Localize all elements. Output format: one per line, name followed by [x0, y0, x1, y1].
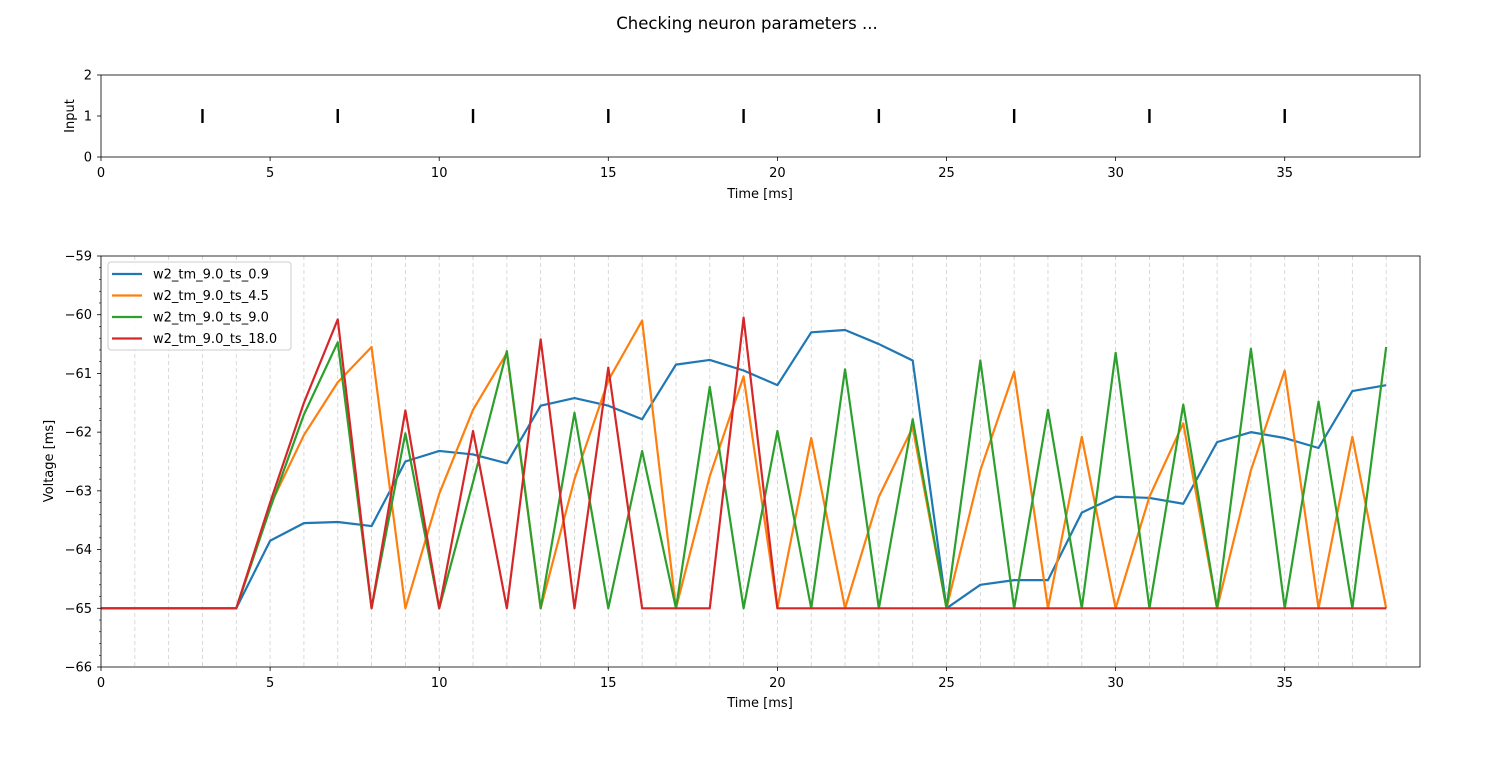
x-tick-label: 30 — [1107, 676, 1124, 691]
x-tick-label: 15 — [600, 166, 617, 181]
voltage-ylabel: Voltage [ms] — [42, 420, 57, 502]
series-line-1 — [101, 328, 1387, 610]
series-line-3 — [101, 341, 1388, 610]
x-tick-label: 35 — [1276, 676, 1293, 691]
axes-frame — [100, 255, 1421, 668]
y-tick-label: −61 — [65, 367, 92, 382]
x-tick-label: 5 — [266, 166, 274, 181]
x-tick-label: 25 — [938, 676, 955, 691]
y-tick-label: 2 — [84, 69, 92, 84]
input-xlabel: Time [ms] — [726, 187, 793, 202]
legend-label-3: w2_tm_9.0_ts_9.0 — [153, 311, 269, 326]
voltage-axes: 0 5 10 15 20 25 30 35 −66 −65 −64 −63 −62 −61 −60 −59 — [65, 250, 1421, 691]
voltage-xlabel: Time [ms] — [726, 696, 793, 711]
legend-label-4: w2_tm_9.0_ts_18.0 — [153, 332, 277, 347]
x-tick-label: 15 — [600, 676, 617, 691]
x-tick-label: 25 — [938, 166, 955, 181]
input-ylabel: Input — [63, 99, 78, 133]
legend-label-1: w2_tm_9.0_ts_0.9 — [153, 268, 269, 283]
y-tick-label: −63 — [65, 484, 92, 499]
x-tick-label: 20 — [769, 676, 786, 691]
x-tick-label: 35 — [1276, 166, 1293, 181]
legend-frame — [107, 261, 292, 351]
y-tick-label: −65 — [65, 602, 92, 617]
x-tick-label: 20 — [769, 166, 786, 181]
figure-title: Checking neuron parameters ... — [616, 14, 878, 33]
x-tick-label: 0 — [97, 166, 105, 181]
y-tick-label: −62 — [65, 426, 92, 441]
x-tick-label: 5 — [266, 676, 274, 691]
series-line-2 — [101, 319, 1388, 610]
series-line-4 — [101, 316, 1387, 610]
x-tick-label: 30 — [1107, 166, 1124, 181]
y-tick-label: −64 — [65, 543, 92, 558]
legend-label-2: w2_tm_9.0_ts_4.5 — [153, 289, 269, 304]
axes-frame — [100, 74, 1421, 158]
x-tick-label: 0 — [97, 676, 105, 691]
input-axes: 0 5 10 15 20 25 30 35 0 1 2 — [84, 69, 1421, 181]
y-tick-label: −60 — [65, 308, 92, 323]
x-tick-label: 10 — [431, 676, 448, 691]
y-tick-label: −66 — [65, 661, 92, 676]
y-tick-label: 1 — [84, 110, 92, 125]
y-tick-label: −59 — [65, 250, 92, 265]
y-tick-label: 0 — [84, 151, 92, 166]
legend: w2_tm_9.0_ts_0.9 w2_tm_9.0_ts_4.5 w2_tm_9.… — [107, 261, 292, 351]
x-tick-label: 10 — [431, 166, 448, 181]
